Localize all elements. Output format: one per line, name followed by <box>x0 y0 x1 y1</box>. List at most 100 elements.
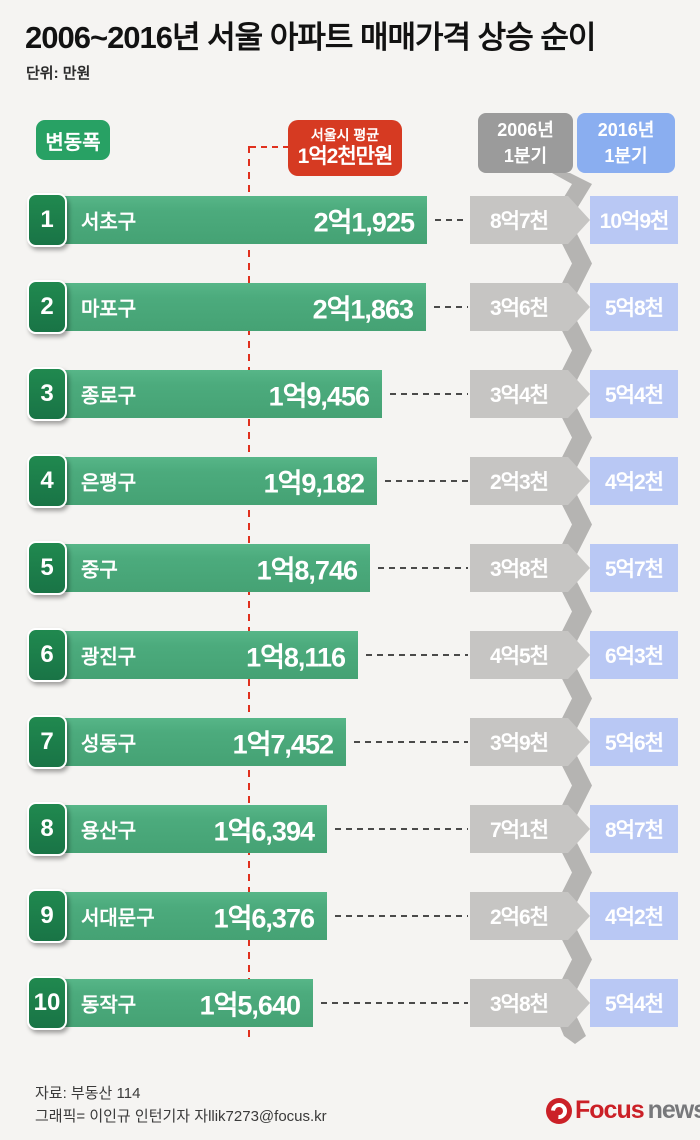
price-2016-box: 4억2천 <box>590 457 678 505</box>
change-bar: 서대문구 1억6,376 <box>31 892 327 940</box>
price-2016-value: 5억6천 <box>605 732 664 755</box>
price-2016-value: 5억7천 <box>605 558 664 581</box>
district-label: 서초구 <box>81 211 137 234</box>
focusnews-logo-brand: Focus <box>575 1096 645 1124</box>
change-bar: 성동구 1억7,452 <box>31 718 346 766</box>
rank-badge: 10 <box>27 976 67 1030</box>
price-2016-value: 6억3천 <box>605 645 664 668</box>
price-2006-value: 2억3천 <box>490 471 548 494</box>
change-value-label: 1억8,116 <box>246 642 346 673</box>
rank-badge: 7 <box>27 715 67 769</box>
column-header-2006-year: 2006년 <box>497 119 554 140</box>
district-label: 성동구 <box>81 733 137 756</box>
price-2016-value: 5억8천 <box>605 297 664 320</box>
price-2016-box: 6억3천 <box>590 631 678 679</box>
average-reference-connector <box>250 146 290 148</box>
price-2006-value: 8억7천 <box>490 210 548 233</box>
column-header-2016-year: 2016년 <box>597 119 655 140</box>
change-value-label: 2억1,863 <box>312 294 414 325</box>
connector-line <box>354 741 468 743</box>
price-2006-box: 2억6천 <box>470 892 590 940</box>
change-bar: 용산구 1억6,394 <box>31 805 327 853</box>
table-row: 용산구 1억6,394 8 7억1천 8억7천 <box>27 802 691 856</box>
price-2006-value: 3억4천 <box>490 384 548 407</box>
rank-badge: 9 <box>27 889 67 943</box>
table-row: 광진구 1억8,116 6 4억5천 6억3천 <box>27 628 691 682</box>
price-2016-box: 10억9천 <box>590 196 678 244</box>
change-value-label: 1억6,394 <box>213 816 315 847</box>
price-2016-box: 5억8천 <box>590 283 678 331</box>
price-2006-box: 8억7천 <box>470 196 590 244</box>
column-header-2016: 2016년 1분기 <box>577 113 675 173</box>
price-2016-value: 8억7천 <box>605 819 664 842</box>
change-value-label: 1억5,640 <box>199 990 301 1021</box>
table-row: 성동구 1억7,452 7 3억9천 5억6천 <box>27 715 691 769</box>
change-bar: 마포구 2억1,863 <box>31 283 426 331</box>
page-title: 2006~2016년 서울 아파트 매매가격 상승 순이 <box>25 20 596 55</box>
price-2016-value: 4억2천 <box>605 471 664 494</box>
focusnews-swirl-icon <box>546 1097 572 1124</box>
table-row: 서대문구 1억6,376 9 2억6천 4억2천 <box>27 889 691 943</box>
seoul-average-caption: 서울시 평균 <box>310 127 380 143</box>
change-bar: 동작구 1억5,640 <box>31 979 313 1027</box>
change-value-label: 1억6,376 <box>213 903 315 934</box>
price-2016-value: 5억4천 <box>605 993 664 1016</box>
rank-badge: 5 <box>27 541 67 595</box>
rank-badge: 3 <box>27 367 67 421</box>
change-bar: 광진구 1억8,116 <box>31 631 358 679</box>
price-2006-value: 3억9천 <box>490 732 548 755</box>
price-2006-value: 4억5천 <box>490 645 548 668</box>
table-row: 중구 1억8,746 5 3억8천 5억7천 <box>27 541 691 595</box>
price-2006-box: 3억9천 <box>470 718 590 766</box>
connector-line <box>390 393 468 395</box>
table-row: 서초구 2억1,925 1 8억7천 10억9천 <box>27 193 691 247</box>
price-2006-box: 4억5천 <box>470 631 590 679</box>
price-2006-box: 3억8천 <box>470 544 590 592</box>
district-label: 서대문구 <box>81 907 155 930</box>
price-2006-value: 3억6천 <box>490 297 548 320</box>
seoul-average-badge: 서울시 평균 1억2천만원 <box>288 120 402 176</box>
price-2016-value: 4억2천 <box>605 906 664 929</box>
focusnews-logo: Focus news <box>546 1096 700 1125</box>
change-legend-badge: 변동폭 <box>36 120 110 160</box>
table-row: 은평구 1억9,182 4 2억3천 4억2천 <box>27 454 691 508</box>
price-2006-value: 3억8천 <box>490 993 548 1016</box>
column-header-2006: 2006년 1분기 <box>478 113 573 173</box>
connector-line <box>335 915 468 917</box>
price-2006-value: 3억8천 <box>490 558 548 581</box>
average-reference-line <box>248 146 250 1038</box>
connector-line <box>321 1002 468 1004</box>
district-label: 은평구 <box>81 472 137 495</box>
rank-badge: 1 <box>27 193 67 247</box>
credit-note: 그래픽= 이인규 인턴기자 자llik7273@focus.kr <box>35 1108 327 1125</box>
table-row: 동작구 1억5,640 10 3억8천 5억4천 <box>27 976 691 1030</box>
price-2006-box: 7억1천 <box>470 805 590 853</box>
source-note: 자료: 부동산 114 <box>35 1085 141 1102</box>
district-label: 마포구 <box>81 298 137 321</box>
connector-line <box>434 306 468 308</box>
district-label: 동작구 <box>81 994 137 1017</box>
change-bar: 중구 1억8,746 <box>31 544 370 592</box>
focusnews-logo-suffix: news <box>647 1096 700 1124</box>
change-value-label: 1억8,746 <box>256 555 358 586</box>
price-2016-box: 5억4천 <box>590 979 678 1027</box>
change-bar: 서초구 2억1,925 <box>31 196 427 244</box>
price-2016-box: 5억6천 <box>590 718 678 766</box>
seoul-average-value: 1억2천만원 <box>297 144 394 168</box>
column-header-2006-quarter: 1분기 <box>503 146 548 166</box>
district-label: 용산구 <box>81 820 137 843</box>
connector-line <box>366 654 468 656</box>
rank-badge: 6 <box>27 628 67 682</box>
table-row: 종로구 1억9,456 3 3억4천 5억4천 <box>27 367 691 421</box>
district-label: 중구 <box>81 559 118 582</box>
unit-label: 단위: 만원 <box>26 65 91 82</box>
price-2016-box: 5억4천 <box>590 370 678 418</box>
rank-badge: 2 <box>27 280 67 334</box>
rank-badge: 8 <box>27 802 67 856</box>
price-2006-value: 2억6천 <box>490 906 548 929</box>
district-label: 종로구 <box>81 385 137 408</box>
price-2016-box: 5억7천 <box>590 544 678 592</box>
connector-line <box>385 480 468 482</box>
change-value-label: 1억9,456 <box>268 381 370 412</box>
change-bar: 은평구 1억9,182 <box>31 457 377 505</box>
